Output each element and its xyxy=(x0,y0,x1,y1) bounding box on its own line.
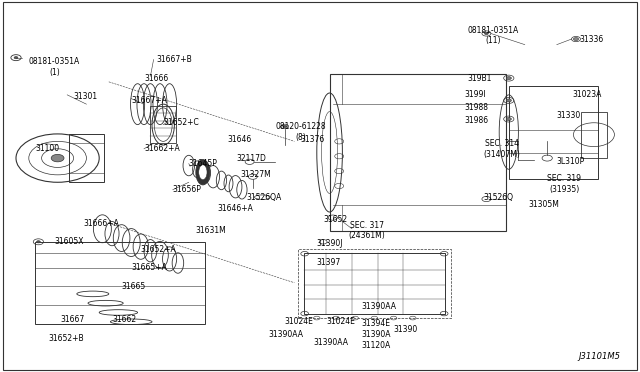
Text: J31101M5: J31101M5 xyxy=(579,352,621,361)
Text: 31665+A: 31665+A xyxy=(131,263,167,272)
Text: 31667: 31667 xyxy=(61,315,85,324)
Text: 31666+A: 31666+A xyxy=(83,219,119,228)
Text: 31667+A: 31667+A xyxy=(131,96,167,105)
Bar xyxy=(35,242,205,324)
Text: 31390J: 31390J xyxy=(317,239,343,248)
Text: 31526Q: 31526Q xyxy=(483,193,513,202)
Text: SEC. 319
(31935): SEC. 319 (31935) xyxy=(547,174,581,194)
Bar xyxy=(298,249,451,318)
Text: 31631M: 31631M xyxy=(195,226,226,235)
Text: 31988: 31988 xyxy=(464,103,488,112)
Text: 31301: 31301 xyxy=(74,92,98,101)
Text: 31646+A: 31646+A xyxy=(218,204,253,213)
Text: 31662: 31662 xyxy=(112,315,136,324)
Text: 31646: 31646 xyxy=(227,135,252,144)
Circle shape xyxy=(484,32,488,35)
Text: 08181-0351A
(1): 08181-0351A (1) xyxy=(29,57,80,77)
Bar xyxy=(330,74,506,231)
Text: 31526QA: 31526QA xyxy=(246,193,282,202)
Text: 31100: 31100 xyxy=(35,144,60,153)
Bar xyxy=(509,86,598,179)
Text: 31390AA: 31390AA xyxy=(362,302,397,311)
Text: SEC. 314
(31407M): SEC. 314 (31407M) xyxy=(483,139,520,158)
Bar xyxy=(69,134,104,182)
Text: 31652+B: 31652+B xyxy=(48,334,84,343)
Text: 32117D: 32117D xyxy=(237,154,267,163)
Circle shape xyxy=(14,57,18,59)
Text: 31376: 31376 xyxy=(301,135,325,144)
Text: 31605X: 31605X xyxy=(54,237,84,246)
Text: 31023A: 31023A xyxy=(573,90,602,99)
Text: 31652: 31652 xyxy=(323,215,348,224)
Circle shape xyxy=(36,241,40,243)
Circle shape xyxy=(506,99,511,102)
Text: 31024E: 31024E xyxy=(326,317,355,326)
Text: 3199I: 3199I xyxy=(464,90,486,99)
Text: 31330: 31330 xyxy=(557,111,581,120)
Text: 31390AA: 31390AA xyxy=(314,338,349,347)
Text: 31397: 31397 xyxy=(317,258,341,267)
Text: 31666: 31666 xyxy=(144,74,168,83)
Text: 08181-0351A
(11): 08181-0351A (11) xyxy=(467,26,518,45)
Text: 31986: 31986 xyxy=(464,116,488,125)
Text: 31662+A: 31662+A xyxy=(144,144,180,153)
Text: 31390A: 31390A xyxy=(362,330,391,339)
Text: 31667+B: 31667+B xyxy=(157,55,193,64)
Bar xyxy=(304,253,445,314)
Circle shape xyxy=(573,38,579,41)
Text: 31327M: 31327M xyxy=(240,170,271,179)
Text: 31120A: 31120A xyxy=(362,341,391,350)
Text: 31652+C: 31652+C xyxy=(163,118,199,127)
Bar xyxy=(581,112,607,158)
Circle shape xyxy=(506,77,511,80)
Circle shape xyxy=(506,118,511,121)
Text: 31305M: 31305M xyxy=(528,200,559,209)
Circle shape xyxy=(51,154,64,162)
Text: 31024E: 31024E xyxy=(285,317,314,326)
Text: 31665: 31665 xyxy=(122,282,146,291)
Text: 319B1: 319B1 xyxy=(467,74,492,83)
Ellipse shape xyxy=(196,160,210,185)
Text: 31390AA: 31390AA xyxy=(269,330,304,339)
Text: 08120-61228
(8): 08120-61228 (8) xyxy=(275,122,326,142)
Text: 31656P: 31656P xyxy=(173,185,202,194)
Text: 31390: 31390 xyxy=(394,325,418,334)
Text: 31645P: 31645P xyxy=(189,159,218,168)
Circle shape xyxy=(283,125,287,128)
Text: 31394E: 31394E xyxy=(362,319,390,328)
Text: 31652+A: 31652+A xyxy=(141,245,177,254)
Text: 3L310P: 3L310P xyxy=(557,157,585,166)
Text: 31336: 31336 xyxy=(579,35,604,44)
Ellipse shape xyxy=(198,165,207,180)
Text: SEC. 317
(24361M): SEC. 317 (24361M) xyxy=(349,221,385,240)
Bar xyxy=(150,106,176,143)
